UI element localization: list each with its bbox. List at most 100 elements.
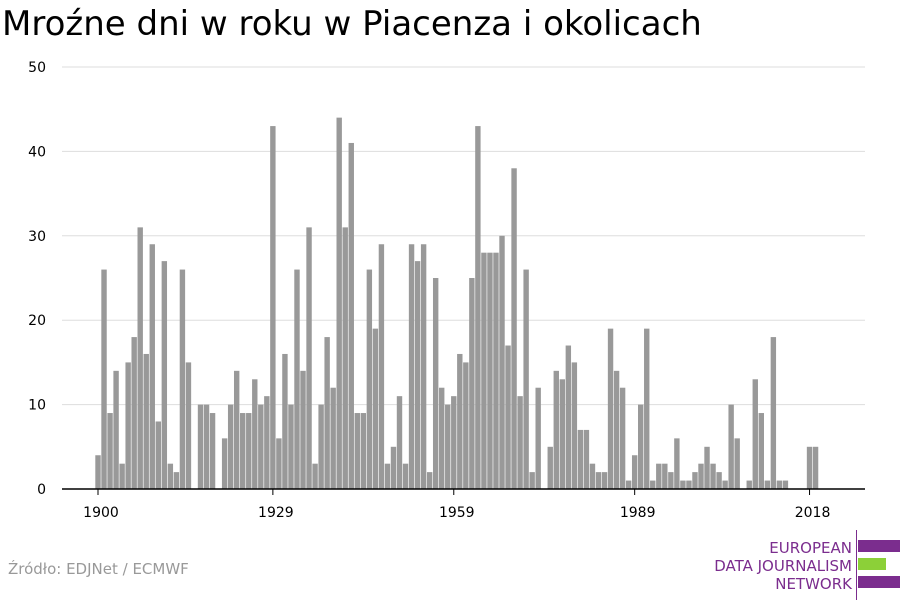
bar-1993 <box>656 463 662 489</box>
bar-1944 <box>360 413 367 489</box>
x-tick-label-1959: 1959 <box>439 505 475 521</box>
source-note: Źródło: EDJNet / ECMWF <box>8 560 189 578</box>
bar-1991 <box>644 328 650 489</box>
bar-1901 <box>101 269 107 489</box>
bar-2009 <box>752 379 758 489</box>
bar-1984 <box>601 472 608 489</box>
edjnet-logo[interactable]: EUROPEAN DATA JOURNALISM NETWORK <box>700 530 900 600</box>
bar-2012 <box>770 337 777 489</box>
bar-1980 <box>577 429 584 489</box>
bar-1929 <box>270 126 276 489</box>
bar-1939 <box>330 387 336 489</box>
chart-title: Mroźne dni w roku w Piacenza i okolicach <box>2 4 702 44</box>
bar-1956 <box>432 278 439 489</box>
bar-1903 <box>113 370 119 489</box>
bar-1994 <box>662 463 668 489</box>
x-tick-label-1989: 1989 <box>620 505 656 521</box>
bar-2002 <box>710 463 716 489</box>
bar-1952 <box>408 244 415 489</box>
bar-2010 <box>758 413 764 489</box>
bar-1985 <box>607 328 614 489</box>
bar-2004 <box>722 480 728 489</box>
logo-bar-middle <box>858 558 886 570</box>
bar-1997 <box>680 480 686 489</box>
bar-1914 <box>179 269 186 489</box>
bar-1940 <box>336 117 342 489</box>
bar-1970 <box>517 396 523 489</box>
bar-1953 <box>414 261 421 489</box>
bar-1946 <box>372 328 379 489</box>
bar-1911 <box>161 261 168 489</box>
bar-1987 <box>619 387 626 489</box>
bar-1955 <box>426 472 433 489</box>
x-tick-label-1929: 1929 <box>258 505 294 521</box>
bar-2003 <box>716 472 722 489</box>
y-tick-label-0: 0 <box>37 482 46 498</box>
bar-1996 <box>674 438 680 489</box>
bar-1959 <box>451 396 457 489</box>
bar-1935 <box>306 227 312 490</box>
bar-1937 <box>318 404 324 489</box>
bar-1979 <box>571 362 578 489</box>
bar-1919 <box>209 413 216 489</box>
bar-1971 <box>523 269 529 489</box>
bar-1907 <box>137 227 143 490</box>
bar-1933 <box>294 269 300 489</box>
logo-bar-bottom <box>858 576 900 588</box>
bar-1969 <box>511 168 517 489</box>
bar-1922 <box>227 404 234 489</box>
bar-2006 <box>734 438 740 489</box>
bar-1927 <box>258 404 264 489</box>
bar-1977 <box>559 379 566 489</box>
bar-1949 <box>390 446 397 489</box>
bar-2000 <box>698 463 704 489</box>
bar-1976 <box>553 370 559 489</box>
bar-1945 <box>366 269 373 489</box>
bar-1931 <box>282 353 288 489</box>
bar-1958 <box>445 404 451 489</box>
bar-1913 <box>173 472 180 489</box>
bar-1975 <box>547 446 553 489</box>
bar-1983 <box>595 472 602 489</box>
bar-1921 <box>221 438 228 489</box>
logo-divider <box>856 530 857 600</box>
bar-1902 <box>107 413 113 489</box>
bar-1948 <box>384 463 391 489</box>
bar-2005 <box>728 404 734 489</box>
y-tick-label-30: 30 <box>28 229 46 245</box>
bar-1966 <box>493 252 499 489</box>
bar-1963 <box>475 126 481 489</box>
bar-1998 <box>686 480 692 489</box>
bar-1904 <box>119 463 125 489</box>
bar-1910 <box>155 421 161 489</box>
bar-2008 <box>746 480 752 489</box>
bar-1930 <box>276 438 282 489</box>
bar-2019 <box>812 446 819 489</box>
bar-1967 <box>499 235 505 489</box>
bar-1992 <box>650 480 656 489</box>
y-tick-label-40: 40 <box>28 144 46 160</box>
bar-1961 <box>463 362 469 489</box>
logo-line-2: DATA JOURNALISM <box>714 557 852 575</box>
bar-1960 <box>457 353 463 489</box>
bars <box>95 117 819 490</box>
bar-1925 <box>246 413 252 489</box>
bar-1989 <box>631 455 638 489</box>
bar-1995 <box>668 472 674 489</box>
bar-1964 <box>481 252 487 489</box>
bar-1965 <box>487 252 493 489</box>
bar-1924 <box>240 413 246 489</box>
bar-1951 <box>402 463 409 489</box>
bar-1957 <box>439 387 445 489</box>
bar-1942 <box>348 142 354 489</box>
bar-1938 <box>324 337 330 489</box>
bar-1917 <box>197 404 204 489</box>
logo-bar-top <box>858 540 900 552</box>
bar-2018 <box>806 446 813 489</box>
bar-1943 <box>354 413 360 489</box>
bar-1928 <box>264 396 270 489</box>
x-axis-ticks: 1900 1929 1959 1989 2018 <box>83 489 830 521</box>
bar-1999 <box>692 472 698 489</box>
bar-1905 <box>125 362 131 489</box>
